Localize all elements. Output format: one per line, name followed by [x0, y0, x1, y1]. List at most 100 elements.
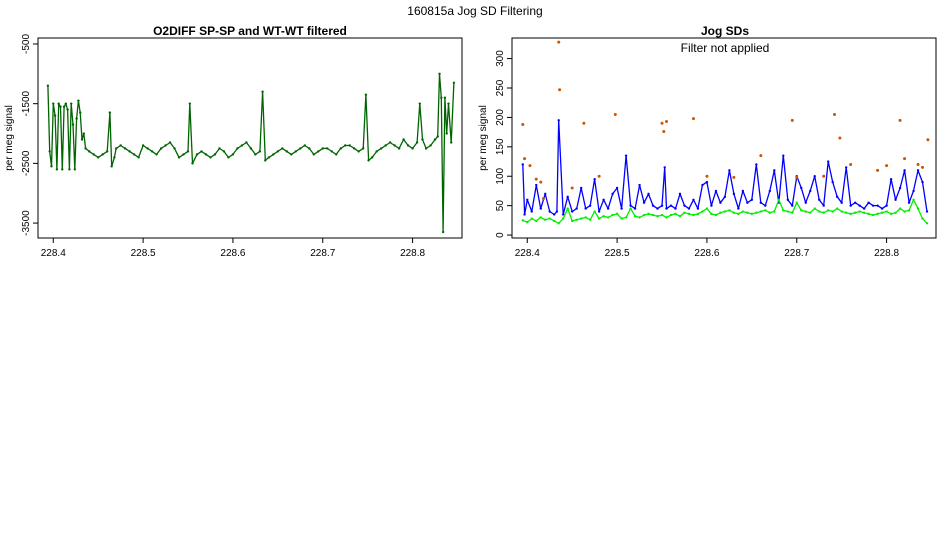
data-point	[925, 222, 929, 225]
data-point	[674, 207, 677, 210]
data-point	[267, 156, 271, 159]
data-point	[429, 144, 432, 147]
o2diff-panel: O2DIFF SP-SP and WT-WT filtered per meg …	[4, 24, 463, 259]
y-tick-label: -2500	[21, 150, 32, 176]
data-point	[557, 222, 560, 225]
data-point	[575, 218, 578, 221]
y-tick-label: -1500	[21, 90, 32, 116]
data-point	[159, 147, 163, 150]
data-point	[746, 211, 749, 214]
data-point	[521, 163, 524, 166]
data-point	[114, 147, 118, 150]
data-point	[880, 207, 884, 210]
data-point	[633, 207, 637, 210]
data-point	[678, 192, 682, 196]
data-point	[339, 147, 342, 150]
data-point	[548, 217, 551, 220]
data-point	[584, 216, 587, 219]
data-point	[827, 209, 830, 212]
data-point	[759, 201, 763, 204]
data-point	[424, 147, 428, 150]
data-point	[80, 138, 84, 141]
data-point	[921, 217, 924, 220]
y-tick-label: 50	[495, 200, 506, 212]
data-point	[236, 147, 239, 150]
data-point	[240, 144, 244, 147]
data-point	[701, 183, 704, 187]
data-point	[849, 162, 853, 166]
data-point	[113, 156, 116, 159]
data-point	[557, 119, 560, 122]
data-point	[123, 147, 127, 150]
data-point	[759, 154, 763, 158]
data-point	[450, 141, 453, 144]
data-point	[231, 153, 235, 156]
data-point	[889, 212, 893, 216]
data-point	[110, 165, 113, 168]
data-point	[656, 207, 659, 210]
data-point	[849, 212, 852, 216]
data-point	[746, 201, 749, 204]
data-point	[723, 210, 727, 213]
y-tick-label: 250	[495, 79, 506, 96]
data-point	[530, 217, 533, 220]
data-point	[624, 154, 628, 157]
data-point	[750, 198, 754, 201]
data-point	[813, 175, 816, 178]
data-point	[364, 93, 368, 96]
x-axis: 228.4 228.5 228.6 228.7 228.8	[515, 238, 900, 259]
data-point	[665, 207, 668, 210]
data-point	[764, 204, 767, 207]
data-point	[862, 211, 866, 214]
data-point	[521, 219, 524, 222]
data-point	[790, 118, 794, 122]
data-point	[696, 212, 700, 216]
data-point	[541, 197, 545, 201]
x-tick-label: 228.7	[310, 248, 335, 259]
data-point	[53, 114, 57, 117]
data-point	[737, 207, 740, 210]
data-point	[79, 111, 82, 114]
data-point	[55, 168, 59, 171]
data-point	[539, 207, 542, 210]
data-point	[647, 192, 650, 196]
data-point	[558, 88, 562, 92]
data-point	[844, 166, 848, 169]
data-point	[132, 153, 136, 156]
data-point	[750, 212, 754, 216]
data-point	[611, 213, 614, 217]
data-point	[96, 156, 100, 159]
data-point	[119, 144, 122, 147]
data-point	[862, 207, 866, 210]
data-point	[885, 164, 889, 168]
data-point	[326, 147, 329, 150]
data-point	[921, 165, 925, 169]
data-point	[773, 210, 776, 213]
data-point	[588, 218, 592, 221]
data-point	[62, 105, 66, 108]
data-point	[173, 147, 176, 150]
data-point	[146, 147, 149, 150]
data-point	[768, 211, 772, 214]
data-point	[613, 112, 617, 116]
data-point	[330, 150, 333, 153]
data-point	[665, 216, 668, 219]
x-tick-label: 228.8	[874, 248, 899, 259]
data-point	[871, 204, 875, 207]
data-point	[562, 217, 565, 220]
data-point	[299, 147, 302, 150]
data-point	[249, 147, 253, 150]
data-point	[168, 141, 172, 144]
data-point	[367, 159, 370, 162]
data-point	[357, 150, 360, 153]
data-point	[907, 209, 911, 212]
data-point	[741, 210, 745, 213]
data-point	[903, 169, 906, 172]
data-point	[105, 150, 109, 153]
data-point	[683, 204, 686, 207]
data-point	[82, 132, 86, 135]
data-point	[108, 111, 112, 114]
series-line-0	[47, 73, 455, 233]
data-point	[553, 213, 556, 216]
data-point	[544, 192, 547, 196]
